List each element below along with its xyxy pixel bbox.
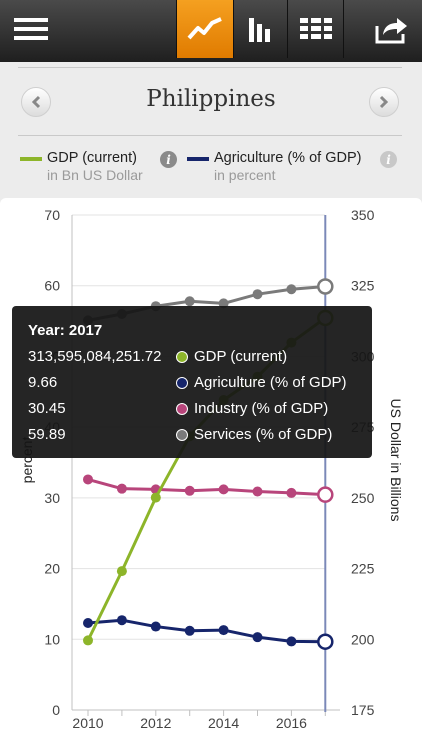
- chart-panel: [0, 198, 422, 750]
- series-line-1: [87, 618, 326, 644]
- right-tick-label: 175: [351, 702, 375, 718]
- next-country-button[interactable]: [369, 87, 399, 117]
- right-tick-label: 250: [351, 490, 375, 506]
- right-tick-label: 225: [351, 561, 375, 577]
- left-tick-label: 20: [44, 561, 60, 577]
- tooltip-dot-industry: [176, 403, 188, 415]
- data-tooltip: Year: 2017 313,595,084,251.72 GDP (curre…: [12, 306, 372, 458]
- country-title: Philippines: [146, 86, 276, 112]
- data-point[interactable]: [286, 487, 297, 498]
- right-tick-label: 325: [351, 278, 375, 294]
- prev-country-button[interactable]: [21, 87, 51, 117]
- right-tick-label: 350: [351, 207, 375, 223]
- left-tick-label: 10: [44, 631, 60, 647]
- toolbar: [0, 0, 422, 62]
- data-point-highlight[interactable]: [317, 486, 334, 503]
- table-button[interactable]: [288, 0, 343, 58]
- hamburger-icon: [14, 18, 48, 40]
- tooltip-name-industry: Industry (% of GDP): [194, 400, 329, 417]
- data-point[interactable]: [252, 486, 263, 497]
- data-point[interactable]: [116, 483, 127, 494]
- x-tick-label: 2012: [140, 715, 171, 731]
- tooltip-value-services: 59.89: [28, 426, 66, 443]
- legend-label-gdp: GDP (current): [47, 150, 137, 166]
- data-point[interactable]: [184, 625, 195, 636]
- legend-sub-gdp: in Bn US Dollar: [47, 167, 143, 183]
- left-tick-label: 30: [44, 490, 60, 506]
- tooltip-value-agriculture: 9.66: [28, 374, 58, 391]
- left-tick-label: 0: [52, 702, 60, 718]
- table-grid-icon: [299, 18, 332, 39]
- tooltip-value-industry: 30.45: [28, 400, 66, 417]
- tooltip-dot-services: [176, 429, 188, 441]
- x-tick-label: 2016: [276, 715, 307, 731]
- data-point[interactable]: [83, 635, 93, 646]
- data-point[interactable]: [218, 484, 229, 495]
- bar-chart-button[interactable]: [234, 0, 287, 58]
- menu-button[interactable]: [0, 0, 62, 58]
- line-chart-icon: [187, 17, 222, 40]
- data-point[interactable]: [286, 284, 297, 295]
- chevron-right-icon: [379, 95, 389, 109]
- tooltip-value-gdp: 313,595,084,251.72: [28, 348, 162, 365]
- tooltip-dot-agriculture: [176, 377, 188, 389]
- share-icon: [375, 18, 407, 44]
- data-point[interactable]: [184, 485, 195, 496]
- info-icon[interactable]: i: [380, 151, 397, 168]
- legend-swatch-gdp: [20, 157, 42, 161]
- share-button[interactable]: [360, 0, 422, 58]
- legend-swatch-agriculture: [187, 157, 209, 161]
- tooltip-name-gdp: GDP (current): [194, 348, 288, 365]
- data-point[interactable]: [218, 298, 229, 309]
- legend-sub-agriculture: in percent: [214, 167, 276, 183]
- data-point[interactable]: [286, 636, 297, 647]
- right-tick-label: 200: [351, 631, 375, 647]
- tooltip-dot-gdp: [176, 351, 188, 363]
- left-tick-label: 70: [44, 207, 60, 223]
- tooltip-name-services: Services (% of GDP): [194, 426, 333, 443]
- data-point[interactable]: [218, 625, 229, 636]
- tooltip-year: Year: 2017: [28, 322, 103, 339]
- bar-chart-icon: [248, 18, 270, 42]
- x-tick-label: 2010: [72, 715, 103, 731]
- data-point[interactable]: [116, 566, 127, 577]
- header-divider-bottom: [18, 135, 402, 136]
- chevron-left-icon: [31, 95, 41, 109]
- info-icon[interactable]: i: [160, 151, 177, 168]
- data-point[interactable]: [252, 289, 263, 300]
- left-tick-label: 60: [44, 278, 60, 294]
- data-point[interactable]: [252, 632, 263, 643]
- data-point-highlight[interactable]: [317, 633, 334, 650]
- data-point[interactable]: [83, 474, 93, 485]
- data-point[interactable]: [150, 492, 161, 503]
- data-point[interactable]: [184, 296, 195, 307]
- x-tick-label: 2014: [208, 715, 239, 731]
- right-axis-title: US Dollar in Billions: [388, 399, 404, 522]
- data-point[interactable]: [150, 621, 161, 632]
- data-point-highlight[interactable]: [317, 278, 334, 295]
- series-line-2: [87, 478, 326, 497]
- line-chart-button[interactable]: [177, 0, 233, 58]
- header-divider-top: [18, 67, 402, 68]
- data-point[interactable]: [116, 615, 127, 626]
- data-point[interactable]: [83, 618, 93, 629]
- legend-label-agriculture: Agriculture (% of GDP): [214, 150, 362, 166]
- tooltip-name-agriculture: Agriculture (% of GDP): [194, 374, 347, 391]
